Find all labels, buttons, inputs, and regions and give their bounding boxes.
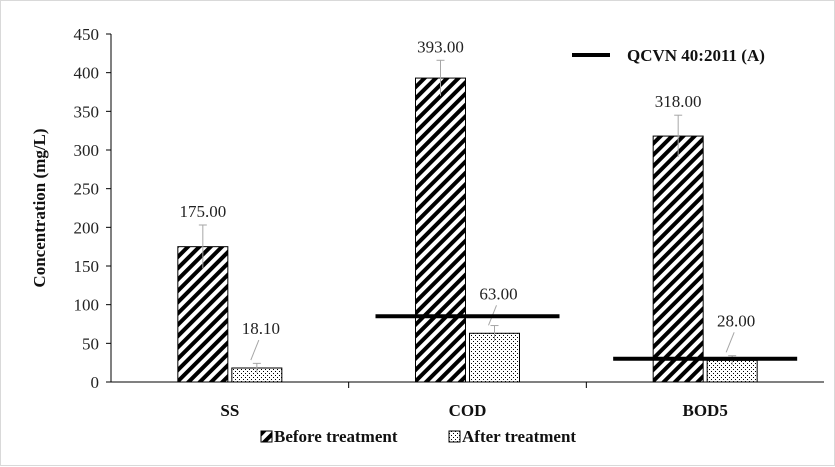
y-tick-label: 400	[74, 64, 100, 83]
y-axis-label: Concentration (mg/L)	[30, 128, 49, 287]
y-tick-label: 50	[82, 334, 99, 353]
y-tick-label: 200	[74, 218, 100, 237]
legend-after-label: After treatment	[462, 427, 576, 446]
y-tick-label: 150	[74, 257, 100, 276]
y-tick-label: 450	[74, 25, 100, 44]
data-label-leader	[250, 339, 260, 361]
plot-area: 0 50 100 150 200 250 300 350 400 450 SS 175.00 18.10…	[74, 25, 824, 446]
data-label: 318.00	[655, 92, 702, 111]
x-tick-label: COD	[449, 401, 487, 420]
y-tick-label: 350	[74, 102, 100, 121]
legend-after-swatch	[448, 430, 461, 443]
data-label: 28.00	[717, 311, 755, 330]
y-tick-label: 300	[74, 141, 100, 160]
data-label-leader	[725, 332, 735, 353]
y-tick-label: 0	[91, 373, 100, 392]
data-label: 393.00	[417, 37, 464, 56]
data-label: 63.00	[479, 284, 517, 303]
data-label: 175.00	[179, 202, 226, 221]
data-label: 18.10	[242, 319, 280, 338]
y-tick-label: 100	[74, 296, 100, 315]
legend-before-swatch	[260, 430, 273, 443]
x-tick-label: BOD5	[682, 401, 727, 420]
legend-before-label: Before treatment	[274, 427, 398, 446]
legend-reference-line-label: QCVN 40:2011 (A)	[627, 46, 765, 65]
bar-before-treatment	[415, 77, 466, 383]
bar-before-treatment	[177, 246, 229, 383]
bar-before-treatment	[652, 135, 704, 383]
y-tick-label: 250	[74, 180, 100, 199]
x-tick-label: SS	[220, 401, 239, 420]
